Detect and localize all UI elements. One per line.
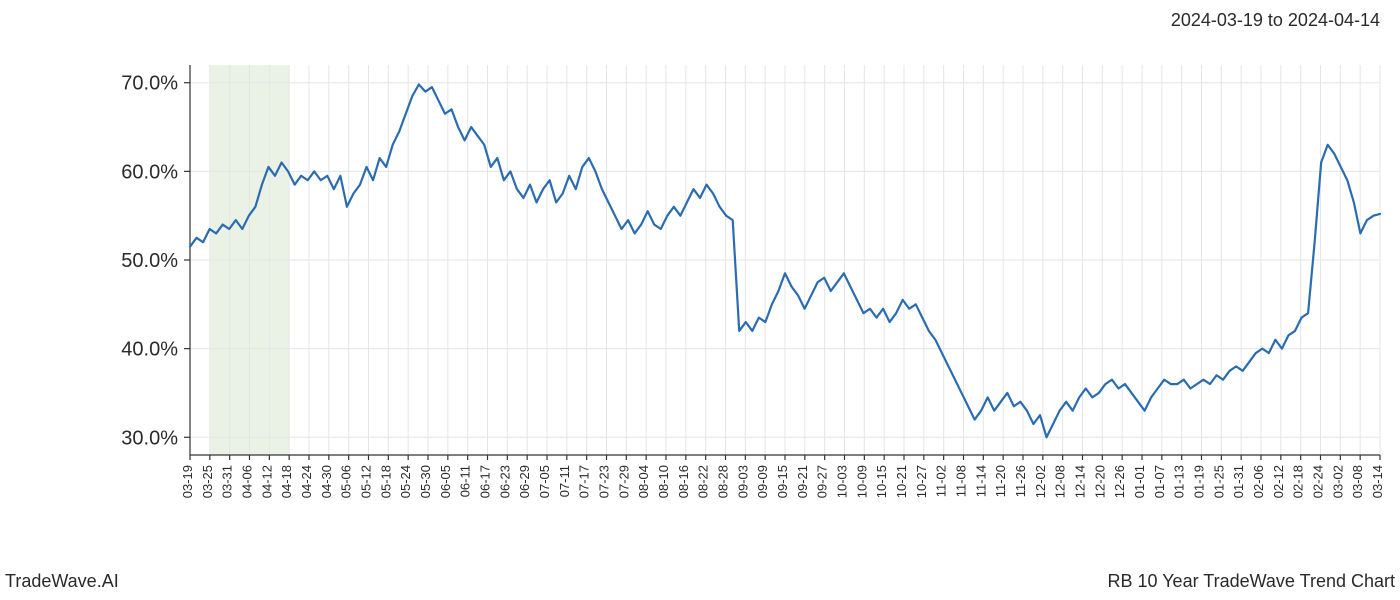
svg-text:04-12: 04-12 (259, 465, 274, 498)
svg-text:04-06: 04-06 (240, 465, 255, 498)
svg-text:12-08: 12-08 (1053, 465, 1068, 498)
svg-text:12-26: 12-26 (1112, 465, 1127, 498)
svg-text:11-26: 11-26 (1013, 465, 1028, 497)
svg-text:06-29: 06-29 (517, 465, 532, 498)
svg-text:03-31: 03-31 (220, 465, 235, 498)
svg-text:10-15: 10-15 (874, 465, 889, 498)
svg-text:10-03: 10-03 (835, 465, 850, 498)
svg-text:03-14: 03-14 (1370, 465, 1385, 498)
svg-text:09-03: 09-03 (735, 465, 750, 498)
trend-chart: 30.0% 40.0% 50.0% 60.0% 70.0% 03-19 03-25 03-31… (0, 55, 1400, 545)
svg-text:70.0%: 70.0% (121, 73, 178, 95)
svg-text:09-15: 09-15 (775, 465, 790, 498)
svg-text:05-06: 05-06 (339, 465, 354, 498)
svg-text:10-27: 10-27 (914, 465, 929, 498)
svg-text:11-20: 11-20 (993, 465, 1008, 497)
svg-text:03-02: 03-02 (1330, 465, 1345, 498)
svg-text:06-17: 06-17 (478, 465, 493, 498)
svg-text:05-30: 05-30 (418, 465, 433, 498)
svg-text:11-14: 11-14 (973, 465, 988, 497)
svg-text:07-29: 07-29 (616, 465, 631, 498)
svg-text:06-11: 06-11 (458, 465, 473, 497)
svg-text:07-23: 07-23 (597, 465, 612, 498)
svg-text:11-08: 11-08 (954, 465, 969, 497)
svg-text:01-13: 01-13 (1172, 465, 1187, 498)
svg-text:60.0%: 60.0% (121, 161, 178, 183)
svg-text:01-31: 01-31 (1231, 465, 1246, 498)
svg-text:50.0%: 50.0% (121, 250, 178, 272)
date-range-label: 2024-03-19 to 2024-04-14 (1171, 10, 1380, 31)
svg-text:03-08: 03-08 (1350, 465, 1365, 498)
svg-text:10-09: 10-09 (854, 465, 869, 498)
svg-text:01-07: 01-07 (1152, 465, 1167, 498)
svg-text:01-01: 01-01 (1132, 465, 1147, 498)
svg-text:05-12: 05-12 (359, 465, 374, 498)
svg-text:02-06: 02-06 (1251, 465, 1266, 498)
svg-text:07-05: 07-05 (537, 465, 552, 498)
svg-text:01-19: 01-19 (1192, 465, 1207, 498)
svg-text:12-20: 12-20 (1092, 465, 1107, 498)
svg-text:02-12: 02-12 (1271, 465, 1286, 498)
svg-text:02-24: 02-24 (1311, 465, 1326, 498)
svg-text:06-05: 06-05 (438, 465, 453, 498)
chart-title: RB 10 Year TradeWave Trend Chart (1108, 571, 1396, 592)
svg-text:02-18: 02-18 (1291, 465, 1306, 498)
svg-text:04-30: 04-30 (319, 465, 334, 498)
svg-text:06-23: 06-23 (497, 465, 512, 498)
svg-text:08-16: 08-16 (676, 465, 691, 498)
svg-text:03-19: 03-19 (180, 465, 195, 498)
svg-text:01-25: 01-25 (1211, 465, 1226, 498)
svg-text:07-11: 07-11 (557, 465, 572, 497)
svg-text:09-27: 09-27 (815, 465, 830, 498)
svg-text:07-17: 07-17 (577, 465, 592, 498)
svg-text:04-24: 04-24 (299, 465, 314, 498)
svg-text:08-04: 08-04 (636, 465, 651, 498)
svg-text:12-02: 12-02 (1033, 465, 1048, 498)
svg-text:10-21: 10-21 (894, 465, 909, 498)
svg-text:08-10: 08-10 (656, 465, 671, 498)
svg-text:05-24: 05-24 (398, 465, 413, 498)
svg-text:05-18: 05-18 (378, 465, 393, 498)
svg-text:08-28: 08-28 (716, 465, 731, 498)
svg-text:09-09: 09-09 (755, 465, 770, 498)
svg-text:11-02: 11-02 (934, 465, 949, 497)
brand-label: TradeWave.AI (5, 571, 119, 592)
svg-text:40.0%: 40.0% (121, 339, 178, 361)
svg-text:03-25: 03-25 (200, 465, 215, 498)
svg-text:04-18: 04-18 (279, 465, 294, 498)
svg-text:08-22: 08-22 (696, 465, 711, 498)
svg-text:30.0%: 30.0% (121, 427, 178, 449)
svg-text:12-14: 12-14 (1073, 465, 1088, 498)
svg-text:09-21: 09-21 (795, 465, 810, 498)
